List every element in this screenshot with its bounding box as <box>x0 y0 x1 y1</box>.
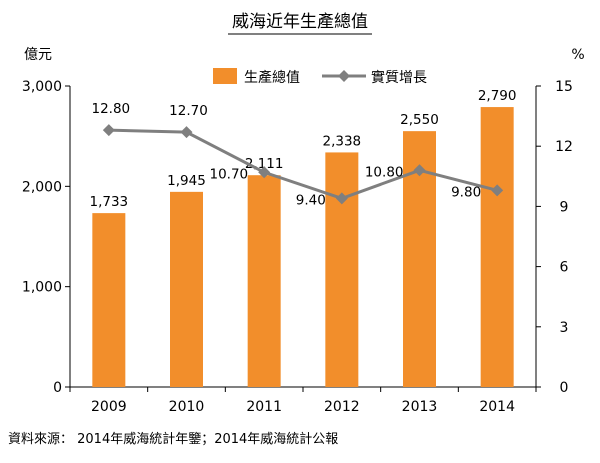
line-data-labels: 12.80 12.70 10.70 9.40 10.80 9.80 <box>92 101 482 208</box>
left-axis-tick-label: 1,000 <box>22 280 62 296</box>
bar-value-label: 1,733 <box>90 194 129 210</box>
bar <box>92 213 126 387</box>
growth-point <box>180 126 193 139</box>
bar-value-label: 2,550 <box>400 112 439 128</box>
x-axis-tick-label: 2011 <box>246 399 282 415</box>
right-axis-tick-label: 0 <box>560 380 569 396</box>
bar <box>480 107 514 387</box>
right-axis-tick-label: 3 <box>560 320 569 336</box>
legend-bar-swatch <box>213 68 237 84</box>
growth-point <box>335 192 348 205</box>
legend-bar-label: 生產總值 <box>244 69 300 86</box>
x-axis-tick-label: 2010 <box>169 399 205 415</box>
x-axis-tick-label: 2014 <box>479 399 515 415</box>
axes: 0 1,000 2,000 3,000 0 3 6 9 12 15 2009 2010 2011 2012… <box>22 79 573 415</box>
growth-value-label: 10.70 <box>210 166 249 182</box>
bar <box>247 175 281 387</box>
right-axis-tick-label: 9 <box>560 199 569 215</box>
right-axis-tick-label: 6 <box>560 260 569 276</box>
bar <box>325 152 359 387</box>
bar-value-label: 2,790 <box>478 88 517 104</box>
left-axis-unit: 億元 <box>24 47 52 63</box>
bar-value-label: 2,338 <box>323 133 362 149</box>
growth-value-label: 9.80 <box>451 184 481 200</box>
right-axis-tick-label: 15 <box>555 79 573 95</box>
growth-point <box>102 124 115 137</box>
right-axis-unit: % <box>571 47 584 63</box>
x-axis-tick-label: 2009 <box>91 399 127 415</box>
growth-point <box>258 166 271 179</box>
x-axis-tick-label: 2013 <box>402 399 438 415</box>
bar-value-label: 1,945 <box>167 173 206 189</box>
growth-line <box>108 128 498 200</box>
left-axis-tick-label: 0 <box>53 380 62 396</box>
growth-value-label: 10.80 <box>365 164 404 180</box>
line-series <box>102 124 504 205</box>
left-axis-tick-label: 2,000 <box>22 179 62 195</box>
x-axis-tick-label: 2012 <box>324 399 360 415</box>
chart-title: 威海近年生產總值 <box>232 12 368 32</box>
growth-value-label: 9.40 <box>296 192 326 208</box>
legend-line-label: 實質增長 <box>371 69 427 86</box>
left-axis-tick-label: 3,000 <box>22 79 62 95</box>
growth-point <box>491 184 504 197</box>
bar-series <box>92 107 514 387</box>
legend: 生產總值 實質增長 <box>213 68 427 86</box>
growth-value-label: 12.80 <box>92 101 131 117</box>
right-axis-tick-label: 12 <box>555 139 573 155</box>
growth-point <box>413 164 426 177</box>
legend-line-marker <box>338 70 350 82</box>
source-note: 資料來源： 2014年威海統計年鑒；2014年威海統計公報 <box>8 431 338 447</box>
growth-value-label: 12.70 <box>169 103 208 119</box>
bar <box>170 191 203 387</box>
